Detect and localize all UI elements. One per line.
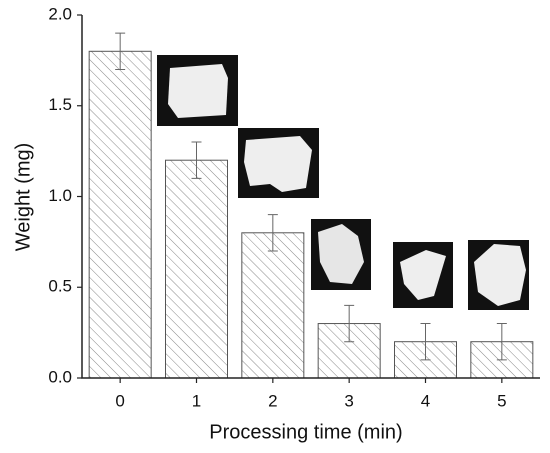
x-tick-label: 2 [268,391,277,410]
x-axis-label: Processing time (min) [209,421,402,443]
x-tick-label: 3 [344,391,353,410]
error-bar [344,304,355,343]
error-bar [115,32,126,70]
error-bar [496,323,507,361]
photo-sample [474,244,526,306]
error-bar [267,214,278,252]
x-tick-label: 1 [192,391,201,410]
bar [241,232,305,379]
y-tick-label: 1.0 [48,186,72,205]
y-tick-label: 0.0 [48,367,72,386]
photo-sample [244,136,312,192]
y-tick-label: 0.5 [48,277,72,296]
bar [165,159,228,379]
error-bar [191,141,202,179]
y-tick-label: 1.5 [48,95,72,114]
photo-sample [168,64,228,118]
sample-photos [157,55,529,310]
x-tick-label: 5 [497,391,506,410]
photo-sample [400,250,446,300]
y-tick-label: 2.0 [48,4,72,23]
bar [88,50,152,379]
y-axis-label: Weight (mg) [12,143,34,252]
x-tick-label: 0 [115,391,124,410]
x-tick-label: 4 [421,391,430,410]
error-bar [420,323,431,361]
photo-sample [318,224,364,284]
axis-frame [81,15,540,379]
